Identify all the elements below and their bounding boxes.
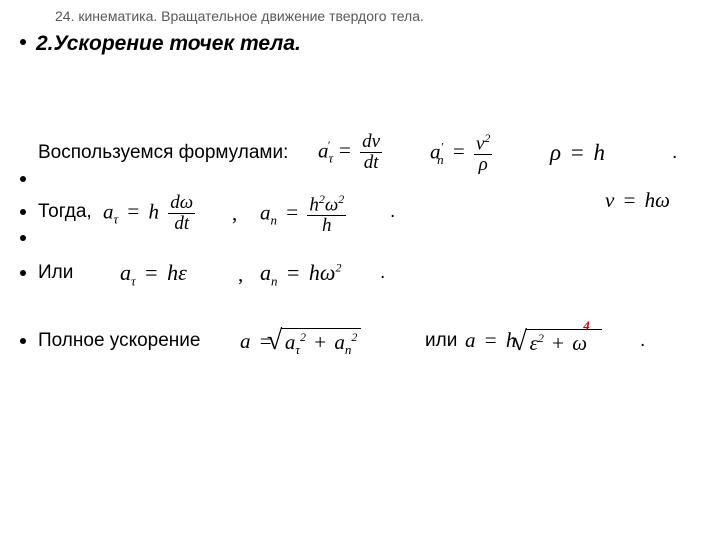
sym-v: v (372, 131, 380, 152)
sym-h6: h (167, 260, 178, 285)
red-exponent-4: 4 (583, 318, 590, 334)
formula-atau-he: aτ = hε (120, 260, 187, 289)
sym-a4: a (260, 200, 271, 224)
sym-d: d (362, 131, 372, 152)
bullet-icon (20, 39, 26, 45)
sym-eq: = (335, 138, 355, 162)
sym-h3: h (309, 194, 319, 215)
sym-eq4: = (123, 199, 143, 223)
sym-eps: ε (178, 260, 187, 285)
sym-d3: d (170, 192, 180, 213)
period-2: . (390, 201, 395, 223)
sym-eq7: = (141, 260, 161, 285)
sym-omega5: ω (572, 331, 587, 355)
sym-h5: h (645, 188, 656, 212)
sym-h2: h (149, 199, 160, 223)
sym-n3: n (271, 273, 278, 288)
formulas-intro: Воспользуемся формулами: (38, 142, 288, 164)
sym-d4: d (174, 213, 184, 234)
sym-n2: n (271, 213, 278, 228)
sqrt-icon-2: √ (512, 326, 527, 358)
formula-an-hw2: an = hω2 (260, 260, 341, 289)
sym-eq5: = (282, 200, 302, 224)
sym-two4: 2 (335, 261, 341, 275)
formula-a-tau-prime: aτ′ = dv dt (318, 132, 382, 173)
sym-a8: a (285, 330, 296, 354)
sym-omega4: ω (320, 260, 336, 285)
sym-t: t (373, 152, 378, 173)
sym-a5: a (120, 260, 131, 285)
sym-eq6: = (620, 188, 640, 212)
sym-t2: t (184, 213, 189, 234)
then-label: Тогда, (38, 201, 92, 223)
sym-omega: ω (180, 192, 193, 213)
sym-a10: a (465, 328, 476, 352)
formula-a-sqrt-atau-an: a = √ aτ2 + an2 (240, 328, 361, 358)
slide: 24. кинематика. Вращательное движение тв… (0, 0, 720, 540)
sym-tau3: τ (131, 273, 136, 288)
or-label: Или (38, 262, 73, 284)
sym-tau: τ (329, 150, 334, 165)
sym-tau2: τ (114, 211, 119, 226)
formula-a-n-prime: a′n = v2 ρ (430, 132, 492, 175)
period-1: . (672, 142, 677, 164)
slide-header: 24. кинематика. Вращательное движение тв… (55, 8, 424, 24)
sym-prime: ′ (327, 138, 330, 152)
sym-d2: d (364, 152, 374, 173)
period-4: . (640, 330, 645, 352)
sym-a3: a (103, 199, 114, 223)
sqrt-icon: √ (267, 325, 282, 357)
sym-plus2: + (549, 331, 567, 355)
sym-n: n (437, 152, 444, 167)
comma-1: , (232, 201, 237, 226)
sym-a7: a (240, 329, 251, 353)
sym-eq10: = (481, 328, 501, 352)
sym-omega3: ω (655, 188, 670, 212)
sym-eps2: ε (530, 331, 538, 355)
sym-two7: 2 (538, 331, 544, 345)
comma-2: , (238, 262, 243, 287)
formula-a-h-sqrt-e2-w4: a = h √ ε2 + ω 4 2 (465, 328, 602, 356)
sym-two: 2 (484, 131, 490, 145)
sym-a6: a (260, 260, 271, 285)
period-3: . (380, 262, 385, 284)
subtitle-text: 2.Ускорение точек тела. (36, 32, 301, 55)
sym-eq3: = (567, 140, 588, 165)
sym-v3: v (605, 188, 614, 212)
full-label: Полное ускорение (38, 330, 200, 352)
sym-omega2: ω (325, 194, 338, 215)
slide-subtitle: 2.Ускорение точек тела. (20, 32, 301, 56)
sym-two3: 2 (338, 192, 344, 206)
sym-tau4: τ (295, 342, 300, 357)
sym-h4: h (322, 215, 332, 236)
formula-rho-h: ρ = h (550, 140, 605, 166)
sym-n4: n (345, 342, 352, 357)
bullet-icon-6 (20, 338, 26, 344)
sym-a9: a (334, 330, 345, 354)
bullet-icon-3 (20, 209, 26, 215)
bullet-icon-2 (20, 176, 26, 182)
sym-h: h (594, 140, 606, 165)
ili-label-2: или (425, 330, 457, 352)
sym-two6: 2 (351, 330, 357, 344)
bullet-icon-4 (20, 235, 26, 241)
formula-atau-hdwdt: aτ = h dω dt (103, 193, 195, 234)
sym-eq8: = (283, 260, 303, 285)
formula-v-hw: v = hω (605, 188, 670, 213)
sym-two5: 2 (300, 330, 306, 344)
sym-plus: + (311, 330, 329, 354)
sym-rho2: ρ (550, 140, 561, 165)
bullet-icon-5 (20, 270, 26, 276)
formula-an-h2w2h: an = h2ω2 h (260, 193, 346, 236)
sym-rho: ρ (479, 154, 488, 175)
sym-eq2: = (449, 139, 469, 163)
sym-h7: h (309, 260, 320, 285)
